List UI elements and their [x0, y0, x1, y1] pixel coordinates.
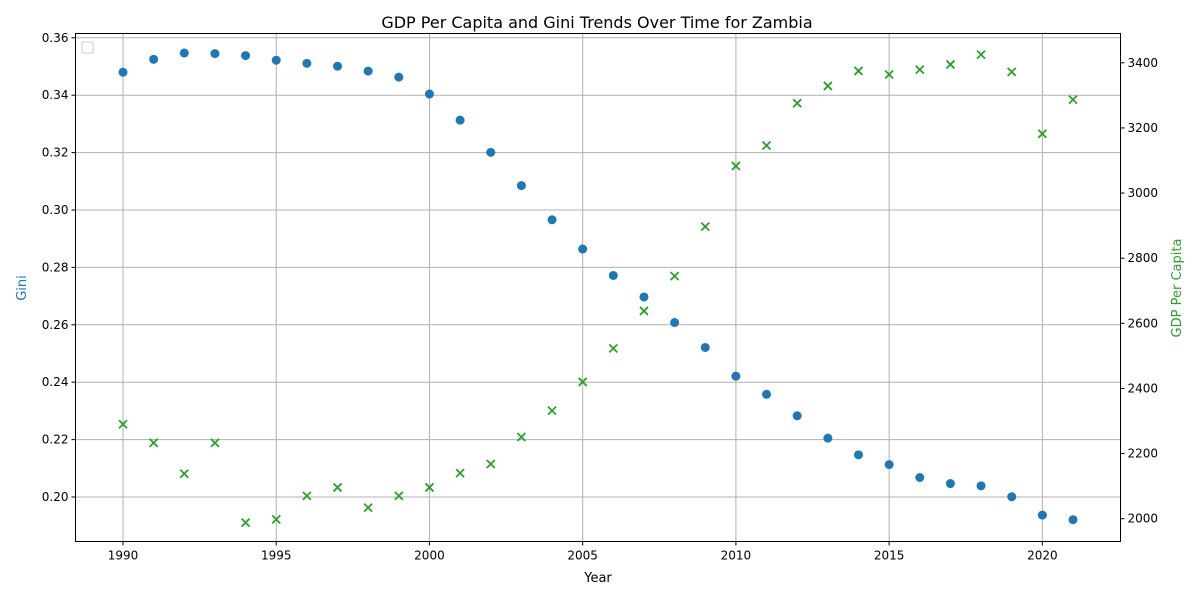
- plot-frame: [75, 33, 1121, 542]
- right-y-tick-label: 3000: [1128, 186, 1159, 200]
- gdp-point: [516, 432, 527, 442]
- x-tick-label: 2020: [1027, 549, 1058, 563]
- gdp-point: [976, 50, 986, 60]
- x-tick-label: 2010: [721, 549, 752, 563]
- gdp-point: [639, 306, 649, 316]
- gini-point: [853, 450, 863, 460]
- gini-point: [639, 292, 649, 302]
- gdp-point: [731, 161, 741, 171]
- grid: [75, 33, 1121, 542]
- gini-point: [271, 55, 281, 65]
- gdp-point: [149, 438, 159, 448]
- right-y-tick-label: 2000: [1128, 512, 1159, 526]
- gini-point: [516, 181, 526, 191]
- gdp-point: [332, 482, 343, 493]
- gdp-point: [761, 140, 772, 151]
- gini-point: [976, 481, 986, 491]
- gini-point: [424, 89, 434, 99]
- gini-point: [241, 51, 251, 61]
- gini-point: [823, 433, 833, 443]
- x-tick-label: 1990: [108, 549, 139, 563]
- gini-point: [179, 48, 189, 58]
- gdp-point: [363, 502, 373, 513]
- right-y-tick-label: 2400: [1128, 381, 1159, 395]
- gdp-point: [853, 66, 864, 76]
- legend-box: [81, 41, 94, 54]
- gdp-point: [578, 377, 588, 387]
- gdp-point: [945, 59, 956, 70]
- gdp-point: [118, 419, 128, 429]
- left-y-tick-label: 0.36: [42, 31, 69, 45]
- gini-point: [394, 72, 404, 82]
- left-y-tick-label: 0.30: [42, 203, 69, 217]
- gini-point: [547, 215, 557, 225]
- gini-point: [884, 460, 894, 470]
- gini-point: [762, 389, 772, 399]
- gdp-point: [884, 69, 894, 80]
- gdp-point: [179, 469, 189, 479]
- right-y-tick-label: 3400: [1128, 56, 1159, 70]
- x-tick-label: 2000: [414, 549, 445, 563]
- chart-title: GDP Per Capita and Gini Trends Over Time…: [381, 13, 812, 32]
- gini-point: [455, 115, 465, 125]
- x-axis-title: Year: [583, 571, 612, 586]
- right-y-tick-label: 2800: [1128, 251, 1159, 265]
- gdp-point: [792, 98, 802, 108]
- gdp-point: [915, 65, 925, 75]
- left-y-tick-label: 0.22: [42, 433, 69, 447]
- gini-series: [118, 48, 1078, 525]
- gdp-point: [1007, 67, 1017, 77]
- gdp-point: [669, 271, 680, 281]
- gdp-point: [455, 468, 465, 478]
- gini-point: [700, 342, 710, 352]
- gdp-point: [210, 438, 220, 448]
- gdp-point: [608, 343, 618, 354]
- gini-point: [578, 244, 588, 254]
- x-tick-label: 2015: [874, 549, 905, 563]
- gdp-point: [302, 491, 312, 501]
- gini-point: [915, 472, 925, 482]
- gini-point: [731, 371, 741, 381]
- left-y-tick-label: 0.24: [42, 375, 69, 389]
- gini-point: [363, 66, 373, 76]
- gini-point: [1037, 510, 1047, 520]
- right-y-tick-label: 2200: [1128, 447, 1159, 461]
- gini-point: [333, 61, 343, 71]
- left-y-tick-label: 0.34: [42, 88, 69, 102]
- axes: 1990 1995 2000 2005 2010 2015 2020 0.20 0.22 0.24…: [42, 31, 1158, 563]
- gdp-point: [700, 221, 710, 232]
- gdp-point: [823, 81, 833, 91]
- gdp-point: [1068, 94, 1078, 105]
- gini-point: [302, 58, 312, 68]
- gdp-point: [271, 514, 281, 524]
- gdp-point: [547, 405, 557, 416]
- gini-point: [486, 147, 496, 157]
- right-y-tick-label: 2600: [1128, 316, 1159, 330]
- right-y-tick-label: 3200: [1128, 121, 1159, 135]
- left-y-tick-label: 0.20: [42, 490, 69, 504]
- x-tick-label: 2005: [567, 549, 598, 563]
- gini-point: [1007, 492, 1017, 502]
- left-y-tick-label: 0.28: [42, 260, 69, 274]
- gini-point: [608, 270, 618, 280]
- gdp-series: [118, 50, 1078, 528]
- gini-point: [149, 54, 159, 64]
- gini-point: [670, 318, 680, 328]
- right-y-axis-title: GDP Per Capita: [1170, 239, 1185, 338]
- gini-point: [945, 479, 955, 489]
- left-y-tick-label: 0.26: [42, 318, 69, 332]
- gdp-point: [486, 459, 496, 469]
- gdp-point: [240, 517, 251, 528]
- gini-point: [210, 49, 220, 59]
- x-tick-label: 1995: [261, 549, 292, 563]
- gdp-point: [424, 482, 435, 493]
- gdp-point: [1037, 129, 1047, 139]
- left-y-tick-label: 0.32: [42, 146, 69, 160]
- gini-point: [792, 411, 802, 421]
- gini-point: [1068, 515, 1078, 525]
- left-y-axis-title: Gini: [15, 275, 30, 301]
- gini-point: [118, 67, 128, 77]
- gdp-point: [394, 491, 404, 501]
